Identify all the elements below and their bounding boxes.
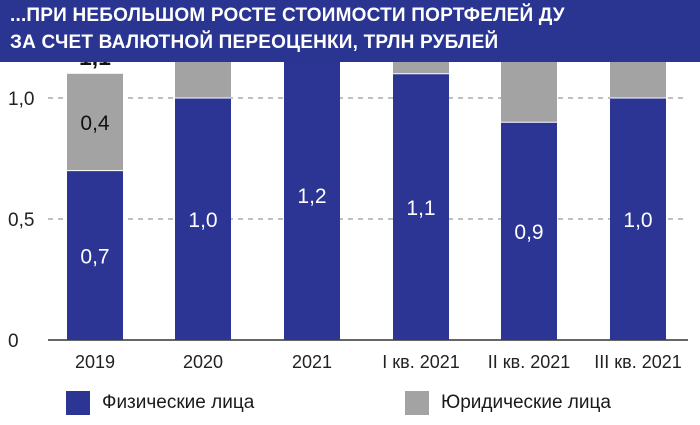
chart-title-bar: ...ПРИ НЕБОЛЬШОМ РОСТЕ СТОИМОСТИ ПОРТФЕЛ… [0, 0, 700, 62]
bar-segment-legal [67, 73, 123, 171]
x-tick-label: III кв. 2021 [594, 352, 682, 372]
data-label-individuals: 1,1 [406, 197, 435, 220]
bar-segment-legal [175, 62, 231, 98]
legend-item-individuals: Физические лица [66, 390, 254, 416]
x-tick-label: II кв. 2021 [488, 352, 571, 372]
y-tick-label: 0,5 [8, 210, 34, 231]
bar-segment-legal [393, 62, 449, 74]
legend-label-legal: Юридические лица [441, 392, 611, 413]
x-tick-label: 2020 [183, 352, 223, 372]
y-tick-label: 0 [8, 331, 19, 352]
data-label-individuals: 1,0 [623, 209, 652, 232]
chart-title-line-1: ...ПРИ НЕБОЛЬШОМ РОСТЕ СТОИМОСТИ ПОРТФЕЛ… [10, 5, 565, 26]
data-label-legal: 0,5 [514, 62, 543, 63]
x-tick-label: 2019 [75, 352, 115, 372]
bar-segment-individuals [610, 98, 666, 340]
bar-segment-individuals [175, 98, 231, 340]
bar-segment-individuals [284, 62, 340, 340]
legend-label-individuals: Физические лица [102, 392, 255, 413]
data-label-legal: 0,4 [80, 112, 110, 135]
legend-item-legal: Юридические лица [405, 390, 611, 416]
bar-segment-individuals [67, 170, 123, 340]
y-tick-label: 1,0 [8, 89, 34, 110]
data-label-individuals: 1,2 [297, 185, 326, 208]
bar-segment-legal [501, 62, 557, 123]
legend-swatch-legal [405, 391, 429, 415]
bar-segment-individuals [501, 122, 557, 340]
data-label-individuals: 0,9 [514, 221, 543, 244]
chart-title-line-2: ЗА СЧЕТ ВАЛЮТНОЙ ПЕРЕОЦЕНКИ, ТРЛН РУБЛЕЙ [10, 32, 499, 53]
legend-swatch-individuals [66, 391, 90, 415]
x-tick-label: I кв. 2021 [382, 352, 459, 372]
bar-segment-individuals [393, 73, 449, 341]
total-label: 1,1 [79, 62, 111, 70]
bar-segment-legal [610, 62, 666, 98]
data-label-individuals: 0,7 [80, 245, 109, 268]
x-tick-label: 2021 [292, 352, 332, 372]
stacked-bar-chart: 00,51,01,52,00,70,41,120191,00,51,520201… [8, 62, 688, 372]
data-label-individuals: 1,0 [188, 209, 217, 232]
